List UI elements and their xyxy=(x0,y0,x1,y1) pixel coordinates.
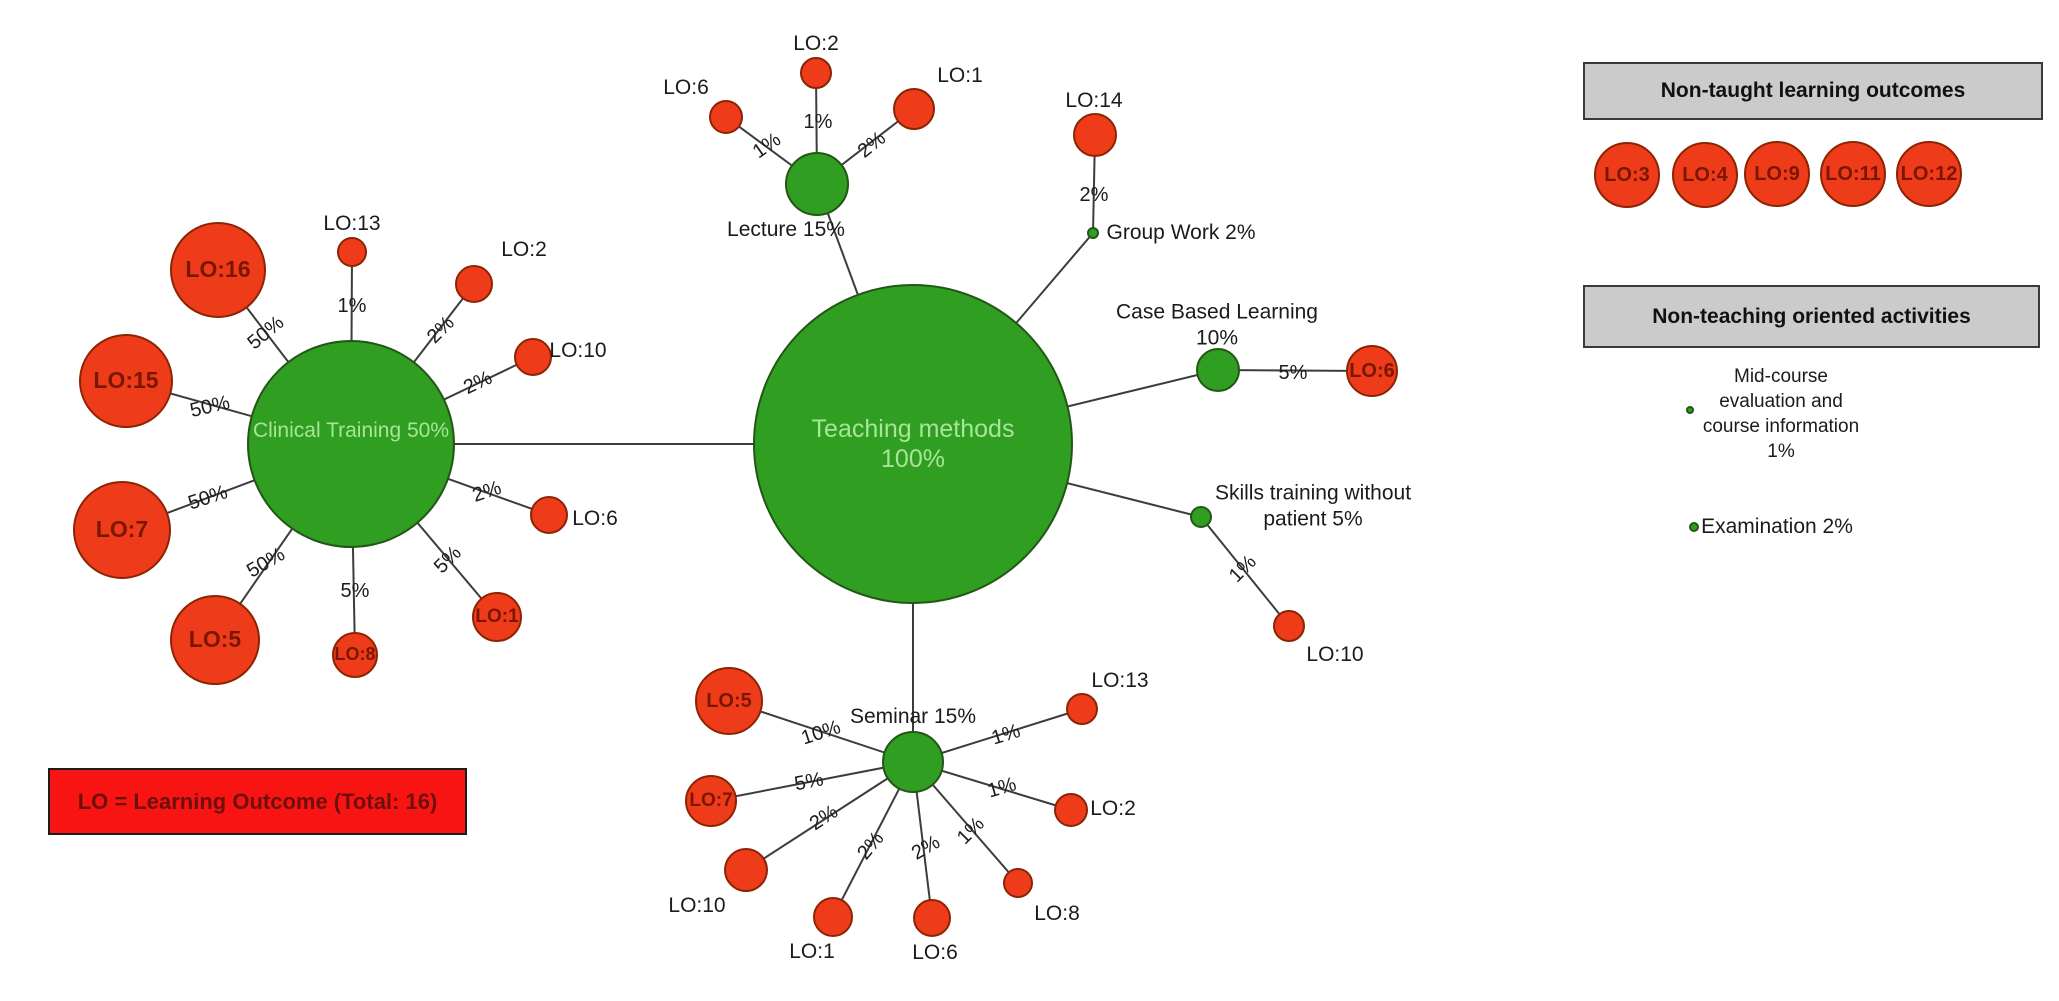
lo11-panel-node: LO:11 xyxy=(1820,141,1886,207)
lo8-seminar-node xyxy=(1003,868,1033,898)
lo2-clinical-label: LO:2 xyxy=(501,238,547,262)
lo12-panel-node: LO:12 xyxy=(1896,141,1962,207)
legend-box: LO = Learning Outcome (Total: 16) xyxy=(48,768,467,835)
lo10-clinical-node xyxy=(514,338,552,376)
edge-line-11 xyxy=(1200,516,1290,627)
lo8-seminar-label: LO:8 xyxy=(1034,902,1080,926)
lo13-clinical-label: LO:13 xyxy=(323,212,381,236)
lecture-label: Lecture 15% xyxy=(727,218,845,242)
lo6-clinical-node xyxy=(530,496,568,534)
case-based-learning-node xyxy=(1196,348,1240,392)
lo4-panel-label: LO:4 xyxy=(1682,164,1728,186)
lo6-case-label: LO:6 xyxy=(1349,360,1395,382)
lo9-panel-label: LO:9 xyxy=(1754,163,1800,185)
lo15-clinical-node: LO:15 xyxy=(79,334,173,428)
lo1-lecture-node xyxy=(893,88,935,130)
lo10-seminar-node xyxy=(724,848,768,892)
lo16-clinical-node: LO:16 xyxy=(170,222,266,318)
lo16-clinical-label: LO:16 xyxy=(185,256,251,283)
case-based-learning-label: Case Based Learning 10% xyxy=(1116,300,1318,349)
lo13-seminar-node xyxy=(1066,693,1098,725)
edge-line-24 xyxy=(745,761,914,871)
examination-label: Examination 2% xyxy=(1701,515,1853,538)
lo4-panel-node: LO:4 xyxy=(1672,142,1738,208)
lo2-clinical-node xyxy=(455,265,493,303)
lo15-clinical-label: LO:15 xyxy=(93,367,159,394)
lo5-seminar-label: LO:5 xyxy=(706,690,752,712)
lo14-group-work-node xyxy=(1073,113,1117,157)
edge-percent-label: 2% xyxy=(1079,183,1109,206)
group-work-node xyxy=(1087,227,1099,239)
skills-training-label: Skills training without patient 5% xyxy=(1214,481,1412,530)
lo2-seminar-label: LO:2 xyxy=(1090,797,1136,821)
lo9-panel-node: LO:9 xyxy=(1744,141,1810,207)
mid-course-dot-node xyxy=(1686,406,1694,414)
edge-percent-label: 1% xyxy=(803,110,833,133)
teaching-methods-node: Teaching methods 100% xyxy=(753,284,1073,604)
lo13-seminar-label: LO:13 xyxy=(1091,669,1149,693)
edge-percent-label: 1% xyxy=(337,294,367,317)
lo8-clinical-node: LO:8 xyxy=(332,632,378,678)
teaching-methods-label: Teaching methods 100% xyxy=(811,415,1015,473)
clinical-training-label: Clinical Training 50% xyxy=(252,419,450,443)
lo3-panel-node: LO:3 xyxy=(1594,142,1660,208)
clinical-training-node: Clinical Training 50% xyxy=(247,340,455,548)
lo1-seminar-node xyxy=(813,897,853,937)
seminar-node xyxy=(882,731,944,793)
lo10-skills-node xyxy=(1273,610,1305,642)
lo14-group-work-label: LO:14 xyxy=(1065,89,1123,113)
lo3-panel-label: LO:3 xyxy=(1604,164,1650,186)
lo7-clinical-label: LO:7 xyxy=(95,516,149,543)
lo6-lecture-label: LO:6 xyxy=(663,76,709,100)
lo1-lecture-label: LO:1 xyxy=(937,64,983,88)
lo7-clinical-node: LO:7 xyxy=(73,481,171,579)
lo10-seminar-label: LO:10 xyxy=(668,894,726,918)
lo11-panel-label: LO:11 xyxy=(1825,163,1881,185)
examination-dot-node xyxy=(1689,522,1699,532)
non-teaching-header: Non-teaching oriented activities xyxy=(1583,285,2040,348)
lo5-clinical-label: LO:5 xyxy=(188,626,242,653)
lo1-clinical-node: LO:1 xyxy=(472,592,522,642)
seminar-label: Seminar 15% xyxy=(849,705,977,729)
lo1-clinical-label: LO:1 xyxy=(475,605,519,627)
edge-line-23 xyxy=(710,761,914,802)
lo12-panel-label: LO:12 xyxy=(1900,163,1958,185)
skills-training-node xyxy=(1190,506,1212,528)
lo13-clinical-node xyxy=(337,237,367,267)
group-work-label: Group Work 2% xyxy=(1106,221,1256,245)
lo2-seminar-node xyxy=(1054,793,1088,827)
lo7-seminar-label: LO:7 xyxy=(689,789,733,811)
lo10-skills-label: LO:10 xyxy=(1306,643,1364,667)
edge-percent-label: 5% xyxy=(1278,361,1308,384)
lo7-seminar-node: LO:7 xyxy=(685,775,737,827)
edge-percent-label: 5% xyxy=(340,579,370,602)
lo6-case-node: LO:6 xyxy=(1346,345,1398,397)
mid-course-label: Mid-course evaluation and course informa… xyxy=(1702,366,1860,462)
lo6-seminar-node xyxy=(913,899,951,937)
lecture-node xyxy=(785,152,849,216)
non-taught-header: Non-taught learning outcomes xyxy=(1583,62,2043,120)
lo6-clinical-label: LO:6 xyxy=(572,507,618,531)
lo5-seminar-node: LO:5 xyxy=(695,667,763,735)
lo1-seminar-label: LO:1 xyxy=(789,940,835,964)
lo2-lecture-node xyxy=(800,57,832,89)
lo6-seminar-label: LO:6 xyxy=(912,941,958,965)
lo5-clinical-node: LO:5 xyxy=(170,595,260,685)
lo8-clinical-label: LO:8 xyxy=(334,644,376,665)
lo2-lecture-label: LO:2 xyxy=(793,32,839,56)
lo10-clinical-label: LO:10 xyxy=(549,339,607,363)
lo6-lecture-node xyxy=(709,100,743,134)
